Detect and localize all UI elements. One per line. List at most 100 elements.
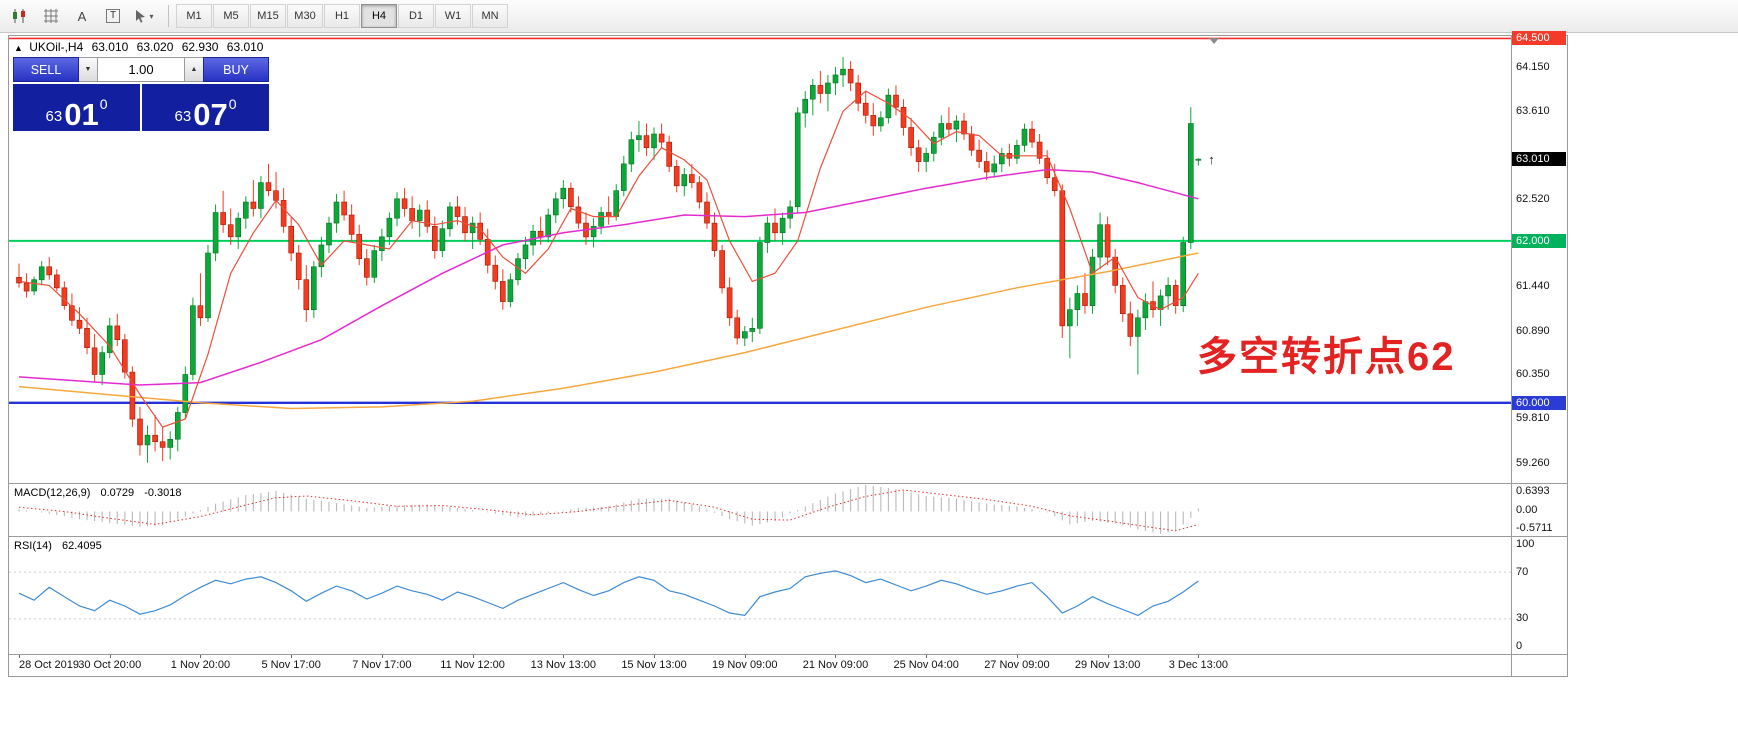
- toolbar-separator: [168, 5, 169, 27]
- macd-axis-zero: 0.00: [1516, 504, 1538, 516]
- timeframe-m5[interactable]: M5: [213, 4, 249, 28]
- volume-input[interactable]: [97, 57, 185, 82]
- volume-increase-button[interactable]: ▲: [185, 57, 203, 82]
- text-icon[interactable]: A: [68, 3, 96, 29]
- price-tag-63.010: 63.010: [1512, 152, 1566, 167]
- time-tick: [1198, 655, 1200, 658]
- timeframe-d1[interactable]: D1: [398, 4, 434, 28]
- draw-tools-icon[interactable]: ▾: [130, 3, 158, 29]
- time-tick: [19, 655, 20, 658]
- rsi-value: 62.4095: [61, 540, 102, 552]
- timeframe-m15[interactable]: M15: [250, 4, 286, 28]
- time-tick: [926, 655, 928, 658]
- ask-pips: 07: [193, 96, 228, 132]
- price-axis-label: 61.440: [1516, 280, 1550, 293]
- price-axis-label: 59.810: [1516, 412, 1550, 425]
- chart-type-icon[interactable]: [6, 3, 34, 29]
- chevron-down-icon: ▾: [149, 11, 154, 21]
- timeframe-w1[interactable]: W1: [435, 4, 471, 28]
- time-axis-label: 11 Nov 12:00: [440, 659, 505, 671]
- timeframe-buttons: M1 M5 M15 M30 H1 H4 D1 W1 MN: [176, 4, 509, 28]
- timeframe-m30[interactable]: M30: [287, 4, 323, 28]
- ohlc-high: 63.020: [136, 40, 174, 54]
- main-chart-pane: ↑ ▲ UKOil-,H4 63.010 63.020 62.930 63.01…: [9, 31, 1567, 483]
- trade-controls-row: SELL ▼ ▲ BUY: [13, 57, 269, 82]
- ma-magenta-line: [18, 168, 1199, 386]
- macd-signal-value: -0.3018: [144, 487, 182, 499]
- time-tick: [472, 655, 474, 658]
- volume-decrease-button[interactable]: ▼: [79, 57, 97, 82]
- price-tag-64.500: 64.500: [1512, 31, 1566, 46]
- time-axis-label: 5 Nov 17:00: [261, 659, 321, 671]
- rsi-line: [18, 570, 1199, 617]
- time-axis-label: 1 Nov 20:00: [170, 659, 231, 671]
- time-tick: [291, 655, 293, 658]
- macd-axis: 0.6393 0.00 -0.5711: [1511, 484, 1567, 536]
- ohlc-open: 63.010: [91, 40, 129, 54]
- rsi-axis: 100 70 30 0: [1511, 537, 1567, 654]
- timeframe-m1[interactable]: M1: [176, 4, 212, 28]
- time-axis-corner: [1511, 655, 1567, 676]
- time-axis-label: 21 Nov 09:00: [802, 659, 869, 671]
- time-axis[interactable]: 28 Oct 2019 30 Oct 20:00 1 Nov 20:00 5 Nov …: [9, 654, 1567, 676]
- ask-subpip: 0: [228, 96, 237, 112]
- buy-button[interactable]: BUY: [203, 57, 269, 82]
- macd-chart[interactable]: [9, 484, 1511, 536]
- textbox-icon-glyph: T: [105, 9, 121, 23]
- time-axis-label: 3 Dec 13:00: [1168, 659, 1229, 671]
- price-axis-label: 60.350: [1516, 368, 1550, 381]
- text-icon-glyph: A: [77, 8, 87, 24]
- price-up-arrow-marker: ↑: [1208, 152, 1215, 167]
- chart-window: ↑ ▲ UKOil-,H4 63.010 63.020 62.930 63.01…: [8, 31, 1568, 677]
- time-tick: [1107, 655, 1109, 658]
- ask-whole: 63: [174, 108, 192, 125]
- price-axis-label: 63.610: [1516, 104, 1550, 117]
- time-axis-label: 13 Nov 13:00: [530, 659, 597, 671]
- rsi-chart[interactable]: [9, 537, 1511, 654]
- macd-pane: MACD(12,26,9) 0.0729 -0.3018 0.6393 0.00…: [9, 483, 1567, 536]
- price-axis-label: 59.260: [1516, 456, 1550, 469]
- bid-price-tile[interactable]: 63 01 0: [13, 84, 140, 131]
- time-tick: [1016, 655, 1018, 658]
- cursor-glyph: [136, 10, 146, 23]
- time-axis-label: 27 Nov 09:00: [984, 659, 1050, 671]
- price-tag-62.000: 62.000: [1512, 233, 1566, 248]
- time-axis-label: 25 Nov 04:00: [893, 659, 959, 671]
- rsi-indicator-name: RSI(14): [14, 540, 52, 552]
- symbol-direction-icon: ▲: [14, 43, 23, 53]
- timeframe-h1[interactable]: H1: [324, 4, 360, 28]
- price-tag-60.000: 60.000: [1512, 395, 1566, 410]
- rsi-axis-100: 100: [1516, 538, 1535, 550]
- ma-orange-line: [18, 252, 1199, 410]
- time-axis-label: 19 Nov 09:00: [712, 659, 778, 671]
- arrow-up-icon: ▲: [190, 66, 198, 73]
- time-tick: [200, 655, 202, 658]
- macd-axis-max: 0.6393: [1516, 485, 1550, 497]
- candlestick-chart[interactable]: ↑: [9, 36, 1511, 483]
- rsi-pane: RSI(14) 62.4095 100 70 30 0: [9, 536, 1567, 654]
- ask-price-tile[interactable]: 63 07 0: [142, 84, 269, 131]
- symbol-title: UKOil-,H4: [29, 40, 84, 54]
- timeframe-mn[interactable]: MN: [472, 4, 508, 28]
- macd-label: MACD(12,26,9) 0.0729 -0.3018: [14, 487, 189, 499]
- candlestick-glyph: [13, 9, 25, 23]
- time-tick: [654, 655, 656, 658]
- rsi-axis-0: 0: [1516, 640, 1523, 652]
- time-tick: [835, 655, 837, 658]
- grid-icon[interactable]: [37, 3, 65, 29]
- sell-button[interactable]: SELL: [13, 57, 79, 82]
- chart-shift-marker: [1209, 38, 1219, 44]
- price-axis-label: 62.520: [1516, 192, 1550, 205]
- ma-red-line: [18, 90, 1199, 428]
- grid-glyph: [44, 9, 58, 23]
- timeframe-h4[interactable]: H4: [361, 4, 397, 28]
- bid-whole: 63: [45, 108, 63, 125]
- textbox-icon[interactable]: T: [99, 3, 127, 29]
- macd-axis-min: -0.5711: [1516, 522, 1553, 534]
- chart-annotation-text: 多空转折点62: [1197, 335, 1456, 379]
- ohlc-close: 63.010: [226, 40, 264, 54]
- price-axis[interactable]: 64.150 63.610 62.520 61.440 60.890 60.350 59.8…: [1511, 31, 1567, 483]
- rsi-label: RSI(14) 62.4095: [14, 540, 109, 552]
- bid-subpip: 0: [99, 96, 108, 112]
